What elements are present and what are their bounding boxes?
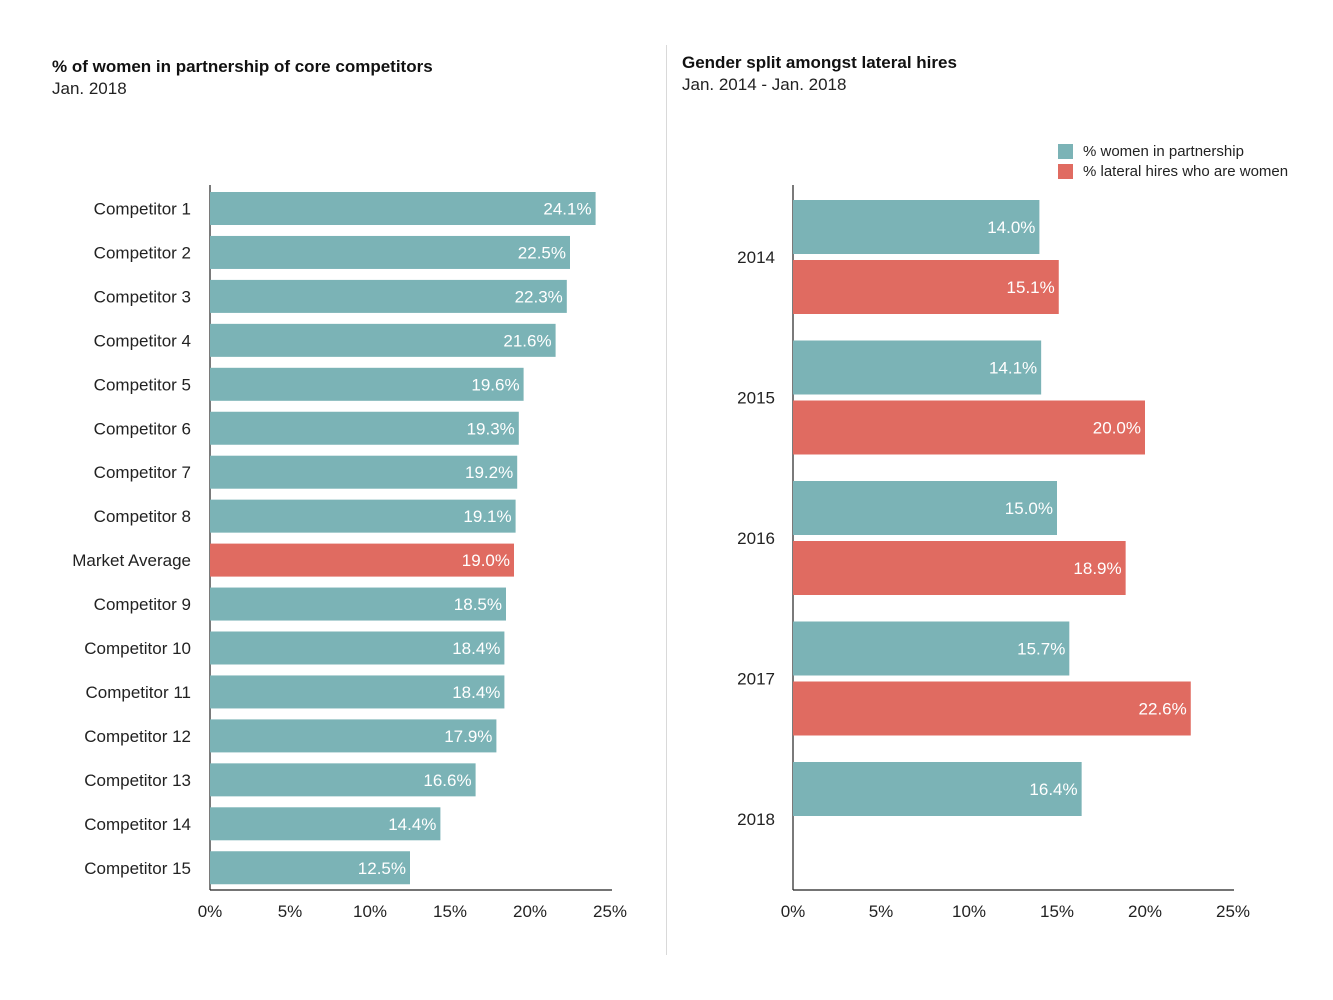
left-bar-7 xyxy=(210,455,518,489)
left-bar-12 xyxy=(210,675,505,709)
left-bar-16 xyxy=(210,851,410,885)
right-category-label: 2014 xyxy=(737,248,775,267)
left-bar-4 xyxy=(210,323,556,357)
right-category-label: 2015 xyxy=(737,389,775,408)
right-value-label: 18.9% xyxy=(1073,559,1121,578)
left-value-label: 19.2% xyxy=(465,463,513,482)
left-category-label: Competitor 15 xyxy=(84,859,191,878)
right-bar-2018-series-1 xyxy=(793,762,1082,816)
right-category-label: 2017 xyxy=(737,670,775,689)
left-x-tick-label: 5% xyxy=(278,902,303,921)
left-category-label: Competitor 12 xyxy=(84,727,191,746)
right-value-label: 15.1% xyxy=(1007,278,1055,297)
right-bar-2015-series-1 xyxy=(793,340,1042,395)
legend-label: % women in partnership xyxy=(1083,142,1244,160)
left-value-label: 22.3% xyxy=(515,287,563,306)
panel-divider xyxy=(666,45,667,955)
left-value-label: 24.1% xyxy=(543,200,591,219)
right-x-tick-label: 15% xyxy=(1040,902,1074,921)
left-value-label: 12.5% xyxy=(358,859,406,878)
right-bar-2014-series-2 xyxy=(793,260,1059,314)
left-value-label: 17.9% xyxy=(444,727,492,746)
left-chart-title: % of women in partnership of core compet… xyxy=(52,57,433,76)
right-x-tick-label: 0% xyxy=(781,902,806,921)
left-category-label: Competitor 6 xyxy=(94,419,191,438)
left-value-label: 21.6% xyxy=(503,331,551,350)
legend-item-women-partnership: % women in partnership xyxy=(1058,141,1288,161)
legend-swatch-red xyxy=(1058,163,1073,179)
left-category-label: Market Average xyxy=(72,551,191,570)
left-category-label: Competitor 4 xyxy=(94,331,191,350)
right-value-label: 15.7% xyxy=(1017,640,1065,659)
left-bar-3 xyxy=(210,279,567,313)
right-bar-2017-series-2 xyxy=(793,681,1191,736)
left-bar-2 xyxy=(210,235,570,269)
right-category-label: 2018 xyxy=(737,810,775,829)
right-x-tick-label: 5% xyxy=(869,902,894,921)
left-value-label: 19.0% xyxy=(462,551,510,570)
left-value-label: 19.6% xyxy=(471,375,519,394)
right-bar-2017-series-1 xyxy=(793,621,1070,676)
right-x-tick-label: 20% xyxy=(1128,902,1162,921)
left-bar-15 xyxy=(210,807,441,841)
left-bar-8 xyxy=(210,499,516,533)
left-category-label: Competitor 10 xyxy=(84,639,191,658)
right-chart-title: Gender split amongst lateral hires xyxy=(682,53,957,72)
left-x-tick-label: 25% xyxy=(593,902,627,921)
left-category-label: Competitor 13 xyxy=(84,771,191,790)
left-value-label: 16.6% xyxy=(423,771,471,790)
legend-item-lateral-hires: % lateral hires who are women xyxy=(1058,161,1288,181)
left-category-label: Competitor 1 xyxy=(94,200,191,219)
right-value-label: 16.4% xyxy=(1029,780,1077,799)
left-bar-9 xyxy=(210,543,514,577)
right-bar-2015-series-2 xyxy=(793,400,1145,455)
legend-swatch-teal xyxy=(1058,143,1073,159)
right-bar-2014-series-1 xyxy=(793,200,1040,254)
left-bar-5 xyxy=(210,367,524,401)
legend-label: % lateral hires who are women xyxy=(1083,162,1289,180)
right-value-label: 15.0% xyxy=(1005,499,1053,518)
left-category-label: Competitor 2 xyxy=(94,243,191,262)
left-value-label: 19.3% xyxy=(467,419,515,438)
left-x-tick-label: 15% xyxy=(433,902,467,921)
right-category-label: 2016 xyxy=(737,529,775,548)
right-bar-2016-series-2 xyxy=(793,541,1126,595)
left-category-label: Competitor 5 xyxy=(94,375,191,394)
left-category-label: Competitor 8 xyxy=(94,507,191,526)
right-value-label: 20.0% xyxy=(1093,419,1141,438)
left-x-tick-label: 10% xyxy=(353,902,387,921)
right-x-tick-label: 10% xyxy=(952,902,986,921)
right-bar-2016-series-1 xyxy=(793,481,1057,535)
left-bar-10 xyxy=(210,587,506,621)
left-bar-1 xyxy=(210,192,596,225)
left-category-label: Competitor 14 xyxy=(84,815,191,834)
left-category-label: Competitor 9 xyxy=(94,595,191,614)
right-value-label: 14.0% xyxy=(987,218,1035,237)
right-x-tick-label: 25% xyxy=(1216,902,1250,921)
left-category-label: Competitor 11 xyxy=(85,683,191,702)
left-value-label: 22.5% xyxy=(518,243,566,262)
left-x-tick-label: 0% xyxy=(198,902,223,921)
left-bar-11 xyxy=(210,631,505,665)
left-bar-13 xyxy=(210,719,497,753)
left-value-label: 18.5% xyxy=(454,595,502,614)
left-bar-6 xyxy=(210,411,519,445)
left-value-label: 19.1% xyxy=(463,507,511,526)
left-bar-14 xyxy=(210,763,476,797)
right-chart-subtitle: Jan. 2014 - Jan. 2018 xyxy=(682,75,847,94)
left-chart-subtitle: Jan. 2018 xyxy=(52,79,127,98)
left-category-label: Competitor 3 xyxy=(94,287,191,306)
left-x-tick-label: 20% xyxy=(513,902,547,921)
left-value-label: 18.4% xyxy=(452,639,500,658)
right-value-label: 14.1% xyxy=(989,359,1037,378)
left-value-label: 14.4% xyxy=(388,815,436,834)
right-value-label: 22.6% xyxy=(1139,700,1187,719)
left-category-label: Competitor 7 xyxy=(94,463,191,482)
right-chart-legend: % women in partnership % lateral hires w… xyxy=(1058,141,1288,181)
left-value-label: 18.4% xyxy=(452,683,500,702)
